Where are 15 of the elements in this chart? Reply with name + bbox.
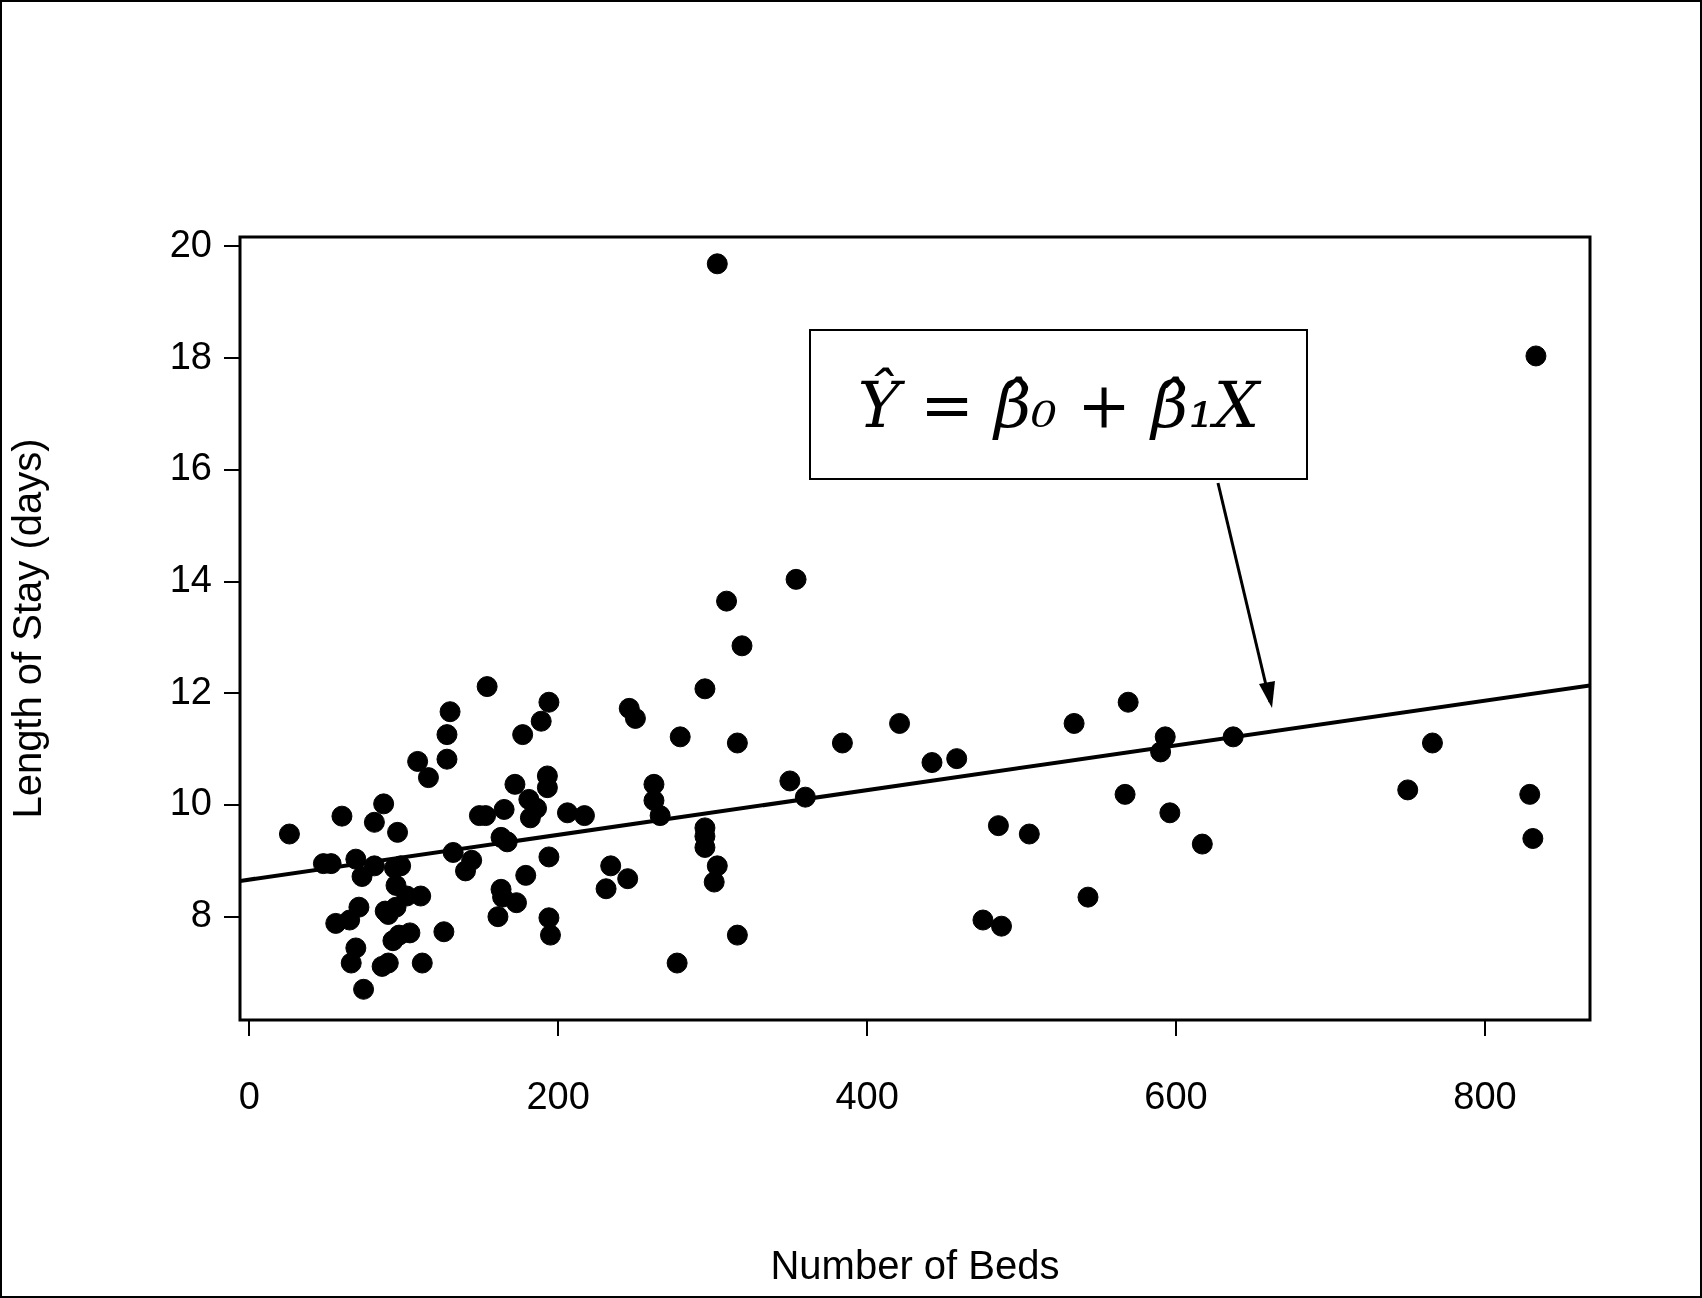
x-tick-label: 600	[1144, 1075, 1208, 1118]
x-axis-title: Number of Beds	[770, 1243, 1060, 1288]
x-tick-label: 0	[238, 1075, 260, 1118]
annotation: Ŷ = β̂₀ + β̂₁X	[809, 329, 1308, 480]
y-tick-label: 20	[169, 222, 212, 265]
x-tick-label: 800	[1453, 1075, 1517, 1118]
y-tick-label: 18	[169, 334, 212, 377]
y-axis-title: Length of Stay (days)	[5, 438, 50, 819]
x-tick-label: 400	[835, 1075, 899, 1118]
y-tick-label: 16	[169, 446, 212, 489]
y-tick-label: 10	[169, 781, 212, 824]
y-tick-label: 14	[169, 558, 212, 601]
x-tick-label: 200	[526, 1075, 590, 1118]
y-tick-label: 12	[169, 669, 212, 712]
y-tick-label: 8	[190, 893, 212, 936]
